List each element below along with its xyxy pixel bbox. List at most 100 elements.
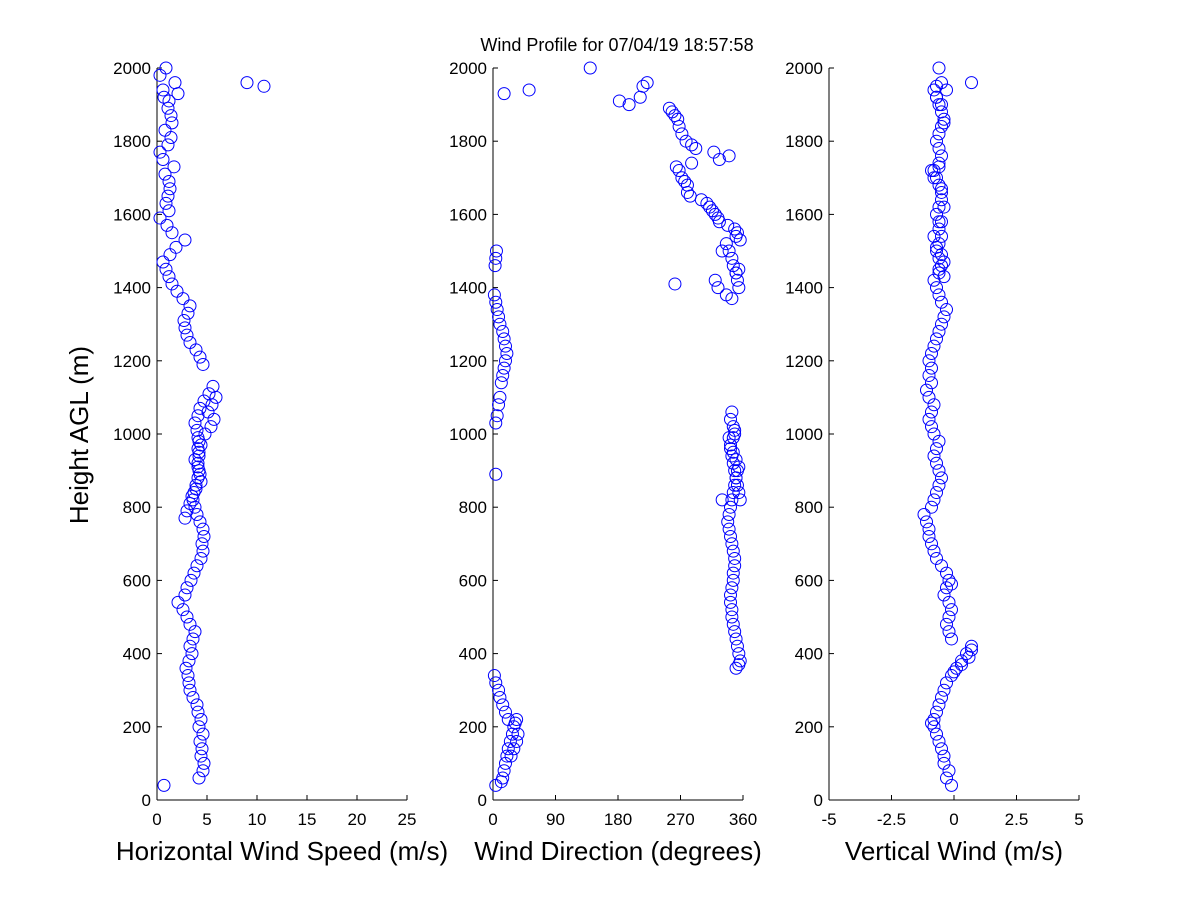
direction-data-point	[675, 127, 689, 141]
direction-data-point	[497, 764, 511, 778]
direction-data-point	[640, 76, 654, 90]
direction-data-point	[487, 288, 501, 302]
direction-data-point	[726, 486, 740, 500]
speed-data-point	[157, 90, 171, 104]
direction-data-point	[489, 676, 503, 690]
vertical-data-point	[935, 98, 948, 112]
direction-x-tick-label: 180	[604, 810, 632, 829]
direction-data-point	[499, 339, 512, 353]
speed-data-point	[165, 116, 179, 130]
speed-data-point	[194, 712, 208, 726]
direction-data-point	[496, 698, 510, 712]
speed-data-point	[188, 453, 202, 467]
vertical-data-point	[942, 625, 956, 639]
direction-data-point	[622, 98, 636, 112]
speed-data-point	[177, 314, 191, 328]
vertical-data-point	[955, 658, 968, 672]
speed-data-point	[163, 182, 177, 196]
speed-data-point	[190, 559, 204, 573]
vertical-data-point	[922, 522, 936, 536]
vertical-y-tick-label: 2000	[785, 59, 823, 78]
speed-data-point	[183, 639, 197, 653]
speed-data-point	[179, 661, 193, 675]
speed-data-point	[240, 76, 254, 90]
direction-data-point	[712, 153, 726, 166]
vertical-data-point	[937, 749, 951, 763]
speed-data-point	[158, 123, 172, 137]
direction-data-point	[733, 654, 747, 668]
speed-data-point	[193, 467, 207, 481]
vertical-data-point	[930, 705, 943, 719]
vertical-y-tick-label: 1400	[785, 279, 823, 298]
speed-data-point	[184, 573, 198, 587]
vertical-data-point	[930, 442, 943, 456]
direction-data-point	[724, 595, 737, 609]
vertical-data-point	[925, 163, 938, 177]
vertical-data-point	[937, 310, 951, 324]
direction-data-point	[725, 251, 739, 265]
direction-data-point	[730, 273, 744, 287]
speed-data-point	[180, 610, 194, 624]
vertical-data-point	[942, 610, 956, 624]
vertical-data-point	[935, 193, 948, 207]
wind-direction-panel: 0 200 400 600 800 1000 1200 1400 1600 1800 2000 0 90…	[449, 59, 762, 866]
direction-data-point	[708, 207, 722, 221]
direction-data-point	[504, 749, 518, 763]
direction-data-point	[494, 376, 508, 390]
direction-data-point	[724, 500, 737, 514]
vertical-data-point	[922, 368, 936, 382]
direction-data-point	[729, 229, 743, 243]
vertical-data-point	[955, 654, 968, 668]
direction-data-point	[680, 185, 694, 199]
vertical-data-point	[932, 222, 946, 236]
speed-data-point	[190, 508, 204, 522]
speed-data-point	[162, 270, 176, 284]
speed-y-tick-label: 1400	[113, 279, 151, 298]
direction-data-point	[488, 259, 502, 273]
speed-data-point	[183, 299, 197, 313]
direction-data-point	[715, 244, 729, 258]
direction-data-point	[725, 292, 739, 306]
vertical-data-point	[935, 229, 948, 243]
speed-data-point	[180, 328, 194, 342]
direction-data-point	[728, 551, 742, 565]
direction-data-point	[510, 734, 524, 748]
direction-data-point	[711, 281, 725, 295]
speed-data-point	[181, 306, 195, 320]
vertical-data-point	[932, 200, 946, 214]
speed-data-point	[156, 255, 170, 269]
vertical-data-point	[927, 171, 941, 185]
direction-data-point	[732, 647, 746, 661]
direction-data-point	[722, 508, 736, 522]
direction-data-point	[725, 493, 739, 507]
vertical-data-point	[945, 669, 958, 683]
speed-data-point	[209, 390, 223, 404]
vertical-data-point	[930, 90, 943, 104]
direction-data-point	[724, 529, 737, 543]
vertical-data-point	[930, 207, 943, 221]
speed-data-point	[191, 456, 205, 470]
direction-data-point	[497, 332, 511, 346]
direction-data-point	[732, 262, 746, 276]
direction-data-point	[724, 412, 737, 426]
direction-data-point	[726, 566, 740, 580]
speed-data-point	[153, 145, 167, 159]
vertical-y-tick-label: 800	[795, 498, 823, 517]
vertical-data-point	[925, 716, 938, 730]
direction-data-point	[583, 61, 597, 75]
direction-data-point	[722, 244, 736, 258]
direction-data-point	[730, 478, 744, 492]
vertical-data-point	[932, 127, 946, 141]
speed-x-tick-label: 0	[152, 810, 161, 829]
speed-data-point	[178, 233, 192, 247]
vertical-data-point	[927, 339, 941, 353]
direction-data-point	[729, 632, 743, 646]
speed-data-point	[192, 449, 206, 463]
vertical-data-point	[935, 559, 948, 573]
vertical-data-point	[937, 683, 951, 697]
vertical-data-point	[935, 248, 948, 262]
speed-data-point	[188, 625, 202, 639]
speed-x-tick-label: 10	[248, 810, 267, 829]
vertical-data-point	[965, 76, 978, 90]
direction-data-point	[689, 142, 703, 156]
